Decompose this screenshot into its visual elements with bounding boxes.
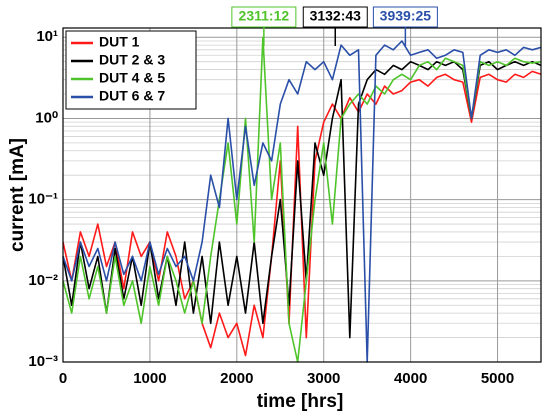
annotation: 3132:43 — [302, 6, 368, 28]
series-line — [62, 60, 542, 339]
annotation-label: 2311:12 — [239, 8, 290, 24]
annotation-label: 3939:25 — [380, 8, 432, 24]
x-tick-label: 3000 — [307, 370, 340, 387]
annotation: 3939:25 — [372, 6, 438, 28]
x-tick-label: 4000 — [394, 370, 427, 387]
annotation: 2311:12 — [231, 6, 297, 28]
series-line — [62, 36, 542, 363]
annotation-box — [372, 6, 438, 28]
x-tick-label: 2000 — [220, 370, 253, 387]
legend-label: DUT 6 & 7 — [99, 88, 165, 104]
legend-label: DUT 2 & 3 — [99, 52, 165, 68]
annotation-box — [302, 6, 368, 28]
y-tick-label: 10⁻³ — [28, 353, 58, 370]
annotation-box — [231, 6, 297, 28]
y-tick-label: 10⁰ — [35, 109, 58, 126]
y-tick-label: 10⁻¹ — [28, 191, 58, 208]
y-axis-title: current [mA] — [7, 138, 28, 252]
annotation-label: 3132:43 — [310, 8, 362, 24]
plot-frame — [62, 27, 542, 363]
series-line — [62, 40, 542, 363]
y-tick-label: 10⁻² — [28, 272, 58, 289]
x-axis-title: time [hrs] — [257, 391, 344, 412]
legend-label: DUT 1 — [99, 34, 140, 50]
legend-label: DUT 4 & 5 — [99, 70, 165, 86]
y-tick-label: 10¹ — [36, 28, 58, 45]
x-tick-label: 0 — [59, 370, 67, 387]
x-tick-label: 5000 — [481, 370, 514, 387]
x-tick-label: 1000 — [133, 370, 166, 387]
